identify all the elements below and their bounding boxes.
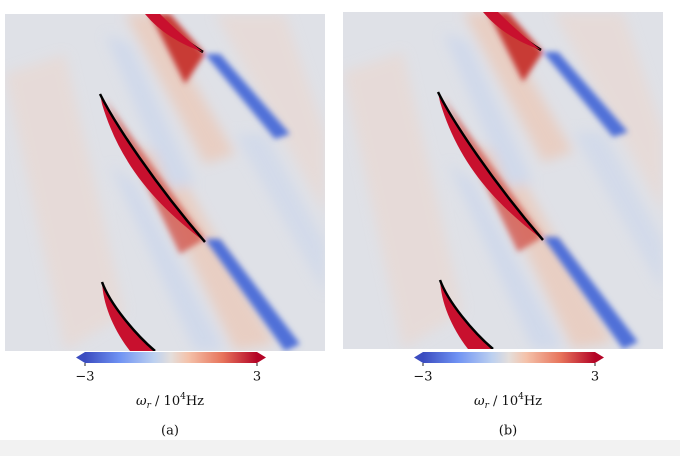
- caption: (a): [161, 424, 179, 439]
- colorbar-label: ωr / 104Hz: [474, 392, 542, 411]
- colorbar-tick-label: −3: [75, 370, 94, 385]
- colorbar: [423, 352, 595, 363]
- label-symbol: ω: [474, 394, 485, 409]
- colorbar-tick-label: 3: [253, 370, 261, 385]
- panel-image: [343, 12, 663, 349]
- panel: −3 3 ωr / 104Hz (a): [5, 14, 325, 439]
- panels: −3 3ωr / 104Hz(a)−3 3ωr / 104Hz(b): [5, 12, 663, 439]
- colorbar-min-arrow: [414, 352, 423, 363]
- panel: −3 3 ωr / 104Hz (b): [343, 12, 663, 439]
- label-separator: / 10: [489, 394, 518, 409]
- colorbar-tick-label: −3: [413, 370, 432, 385]
- label-superscript: 4: [518, 392, 524, 402]
- label-separator: / 10: [151, 394, 180, 409]
- label-unit: Hz: [524, 394, 542, 409]
- label-superscript: 4: [180, 392, 186, 402]
- colorbar-tick-label: 3: [591, 370, 599, 385]
- label-unit: Hz: [186, 394, 204, 409]
- caption: (b): [499, 424, 517, 439]
- label-subscript: r: [485, 401, 490, 411]
- panel-image: [5, 14, 325, 351]
- colorbar-max-arrow: [257, 352, 266, 363]
- colorbar-label: ωr / 104Hz: [136, 392, 204, 411]
- label-symbol: ω: [136, 394, 147, 409]
- colorbar: [85, 352, 257, 363]
- colorbar-max-arrow: [595, 352, 604, 363]
- colorbar-min-arrow: [76, 352, 85, 363]
- label-subscript: r: [147, 401, 152, 411]
